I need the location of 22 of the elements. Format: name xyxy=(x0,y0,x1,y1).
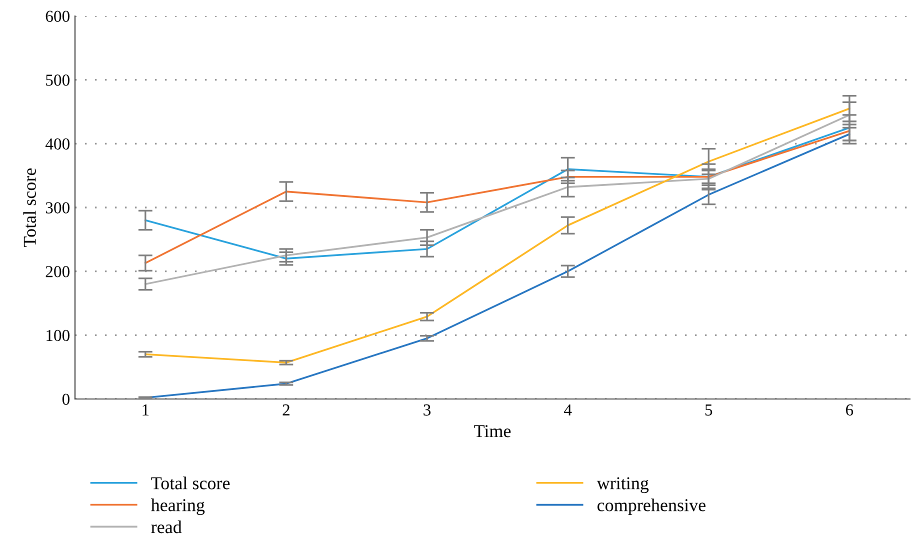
x-tick-label: 3 xyxy=(424,404,431,416)
legend-label: Total score xyxy=(151,476,230,490)
y-tick-label: 400 xyxy=(45,138,70,150)
x-tick-label: 2 xyxy=(282,404,290,416)
x-axis-title: Time xyxy=(474,425,511,438)
legend-label: hearing xyxy=(151,498,205,515)
line-series xyxy=(144,108,850,364)
legend-label: read xyxy=(151,520,182,534)
y-tick-label: 100 xyxy=(46,330,70,342)
y-axis-title: Total score xyxy=(23,168,36,247)
y-tick-label: 500 xyxy=(46,74,70,86)
x-tick-label: 6 xyxy=(846,404,854,416)
y-tick-label: 0 xyxy=(62,394,70,405)
x-tick-label: 1 xyxy=(142,404,149,416)
legend-label: comprehensive xyxy=(598,498,706,515)
line-series xyxy=(144,114,850,286)
legend-label: writing xyxy=(596,477,649,494)
y-tick-label: 300 xyxy=(46,202,70,214)
x-tick-label: 4 xyxy=(564,404,572,416)
y-tick-label: 600 xyxy=(46,10,70,22)
y-tick-label: 200 xyxy=(46,266,70,278)
x-tick-label: 5 xyxy=(705,404,712,416)
